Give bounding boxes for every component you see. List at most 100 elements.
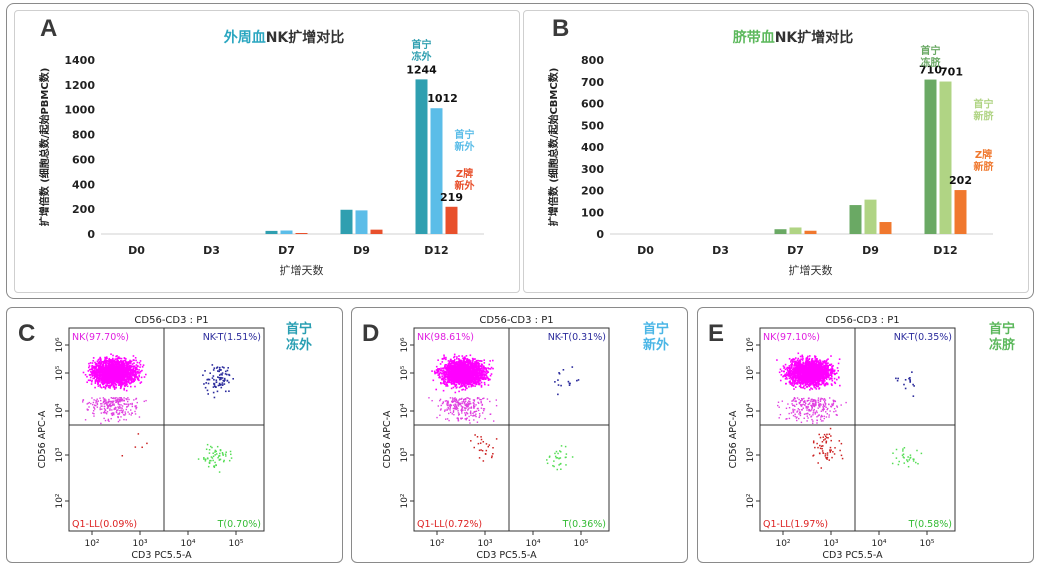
chart-title: 外周血NK扩增对比	[224, 29, 345, 46]
y-axis-label: 扩增倍数 (细胞总数/起始CBMC数)	[547, 68, 560, 227]
y-tick-label: 200	[581, 185, 604, 198]
x-tick-label: D9	[862, 244, 879, 257]
x-tick-label: D3	[712, 244, 729, 257]
sample-label-e-line2: 冻脐	[988, 338, 1015, 353]
chart-title: 脐带血NK扩增对比	[733, 29, 854, 46]
y-tick-label: 10⁶	[746, 337, 756, 352]
x-tick-label: 10²	[84, 539, 99, 549]
y-tick-label: 1400	[64, 54, 95, 67]
bar	[774, 229, 787, 234]
bar-data-label: 1012	[427, 92, 458, 105]
y-axis-label: CD56 APC-A	[728, 410, 739, 468]
bar	[804, 230, 817, 234]
bar	[415, 79, 428, 234]
y-tick-label: 10⁴	[746, 403, 756, 418]
x-tick-label: D0	[637, 244, 654, 257]
y-tick-label: 600	[72, 153, 95, 166]
panel-letter-d: D	[362, 320, 380, 347]
quadrant-label-t: T(0.58%)	[908, 519, 952, 530]
plot-frame	[413, 327, 610, 532]
bar	[370, 229, 383, 234]
sample-label-d: 首宁 新外	[640, 322, 672, 354]
bar	[340, 209, 353, 234]
bar	[280, 230, 293, 234]
series-label: 新外	[455, 179, 475, 192]
x-tick-label: 10⁴	[525, 539, 540, 549]
bar	[924, 79, 937, 234]
x-tick-label: D9	[353, 244, 370, 257]
y-tick-label: 10²	[55, 493, 65, 508]
series-label: 首宁	[974, 98, 994, 111]
x-axis-label: 扩增天数	[789, 263, 833, 277]
y-tick-label: 10⁴	[400, 403, 410, 418]
x-tick-label: 10⁴	[180, 539, 195, 549]
y-tick-label: 10⁵	[746, 365, 756, 380]
y-tick-label: 10³	[55, 447, 65, 462]
x-tick-label: D7	[278, 244, 295, 257]
bar	[939, 81, 952, 234]
quadrant-label-q1ll: Q1-LL(0.72%)	[417, 519, 482, 530]
y-tick-label: 600	[581, 98, 604, 111]
y-tick-label: 10²	[746, 493, 756, 508]
plot-frame	[68, 327, 265, 532]
series-label: 首宁	[412, 38, 432, 51]
quadrant-label-t: T(0.70%)	[217, 519, 261, 530]
sample-label-c-line1: 首宁	[285, 322, 312, 337]
y-tick-label: 1200	[64, 79, 95, 92]
flow-plot-title: CD56-CD3 : P1	[134, 315, 208, 326]
bar	[355, 210, 368, 234]
y-tick-label: 0	[87, 228, 95, 241]
x-tick-label: 10⁵	[573, 539, 588, 549]
x-tick-label: 10⁴	[871, 539, 886, 549]
series-label: 冻外	[412, 50, 432, 63]
bar-chart-b: 0 100 200 300 400 500 600 700 800 扩增倍数 (细胞总数/起始CB…	[547, 29, 995, 277]
y-tick-label: 10⁵	[400, 365, 410, 380]
bar	[879, 222, 892, 234]
x-tick-label: D12	[933, 244, 957, 257]
bar-data-label: 1244	[406, 63, 437, 76]
y-tick-label: 10³	[746, 447, 756, 462]
x-tick-label: D7	[787, 244, 804, 257]
sample-label-e-line1: 首宁	[988, 322, 1015, 337]
y-tick-label: 100	[581, 206, 604, 219]
y-tick-label: 10⁶	[400, 337, 410, 352]
sample-label-d-line1: 首宁	[642, 322, 669, 337]
y-tick-label: 200	[72, 203, 95, 216]
series-label: Z牌	[975, 148, 992, 161]
event-dots	[428, 353, 580, 471]
bar	[789, 227, 802, 234]
bar	[954, 190, 967, 234]
x-axis-label: 扩增天数	[280, 263, 324, 277]
quadrant-label-nk: NK(97.10%)	[763, 332, 820, 343]
y-tick-label: 400	[72, 178, 95, 191]
x-axis-label: CD3 PC5.5-A	[131, 550, 192, 561]
sample-label-e: 首宁 冻脐	[986, 322, 1018, 354]
y-tick-label: 0	[596, 228, 604, 241]
quadrant-label-nk: NK(98.61%)	[417, 332, 474, 343]
quadrant-label-t: T(0.36%)	[562, 519, 606, 530]
series-label: 新脐	[974, 160, 995, 173]
series-label: 冻脐	[921, 56, 942, 69]
series-label: Z牌	[456, 167, 473, 180]
y-tick-label: 10⁵	[55, 365, 65, 380]
quadrant-label-nkt: NK-T(0.31%)	[548, 332, 606, 343]
y-tick-label: 300	[581, 163, 604, 176]
series-label: 首宁	[921, 44, 941, 57]
bar-chart-a: 0 200 400 600 800 1000 1200 1400 扩增倍数 (细胞总数/起始PB…	[38, 29, 484, 277]
bar-data-label: 701	[940, 66, 963, 79]
panel-letter-c: C	[18, 320, 36, 347]
panel-letter-e: E	[708, 320, 725, 347]
bar-data-label: 219	[440, 191, 463, 204]
series-label: 新外	[455, 140, 475, 153]
y-axis-label: CD56 APC-A	[37, 410, 48, 468]
flow-plot-title: CD56-CD3 : P1	[825, 315, 899, 326]
y-tick-label: 700	[581, 76, 604, 89]
series-label: 首宁	[455, 128, 475, 141]
y-tick-label: 10²	[400, 493, 410, 508]
x-tick-label: D3	[203, 244, 220, 257]
bar-data-label: 202	[949, 174, 972, 187]
quadrant-label-q1ll: Q1-LL(0.09%)	[72, 519, 137, 530]
sample-label-c-line2: 冻外	[285, 338, 312, 353]
series-label: 新脐	[974, 110, 995, 123]
x-tick-label: 10²	[429, 539, 444, 549]
